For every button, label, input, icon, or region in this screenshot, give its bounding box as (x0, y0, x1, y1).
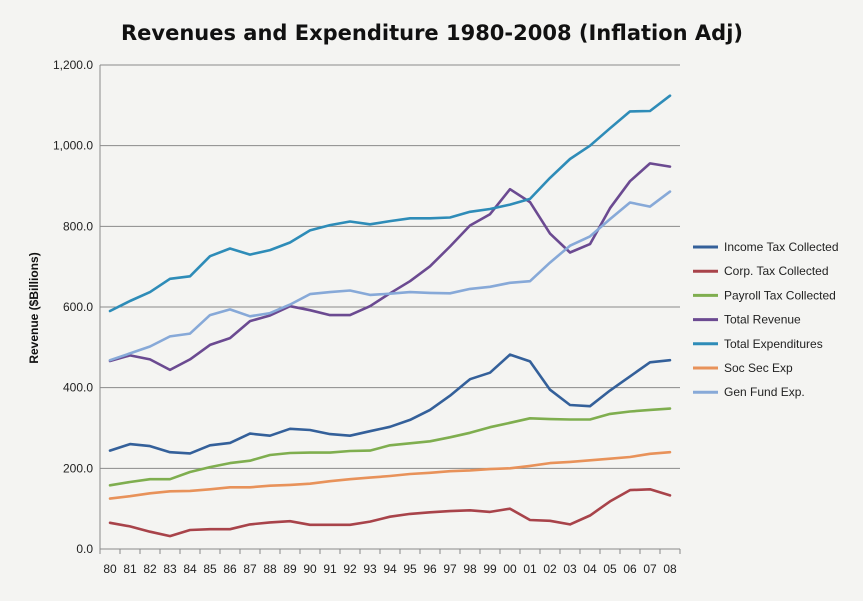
y-tick-label: 200.0 (63, 461, 93, 475)
x-tick-label: 98 (463, 562, 477, 576)
x-tick-label: 95 (403, 562, 417, 576)
x-tick-label: 90 (303, 562, 317, 576)
legend-label-total-expenditures: Total Expenditures (724, 337, 823, 351)
y-tick-label: 400.0 (63, 381, 93, 395)
legend-label-total-revenue: Total Revenue (724, 313, 801, 327)
series-line-total-revenue (108, 162, 672, 372)
y-tick-label: 1,000.0 (53, 139, 93, 153)
legend-label-corp-tax-collected: Corp. Tax Collected (724, 264, 829, 278)
x-tick-label: 81 (123, 562, 137, 576)
x-tick-label: 05 (603, 562, 617, 576)
x-tick-label: 00 (503, 562, 517, 576)
y-tick-label: 0.0 (76, 542, 93, 556)
legend-label-soc-sec-exp: Soc Sec Exp (724, 361, 793, 375)
x-tick-label: 06 (623, 562, 637, 576)
series-line-income-tax-collected (108, 353, 672, 455)
series-line-total-expenditures (108, 94, 672, 313)
y-tick-label: 800.0 (63, 219, 93, 233)
x-tick-label: 84 (183, 562, 197, 576)
x-tick-label: 87 (243, 562, 257, 576)
x-tick-label: 99 (483, 562, 497, 576)
legend: Income Tax Collected Corp. Tax Collected P… (693, 240, 839, 399)
x-tick-label: 01 (523, 562, 537, 576)
x-tick-label: 85 (203, 562, 217, 576)
x-tick-label: 08 (663, 562, 677, 576)
x-tick-label: 07 (643, 562, 657, 576)
gridlines (100, 64, 680, 469)
x-tick-label: 88 (263, 562, 277, 576)
chart-title: Revenues and Expenditure 1980-2008 (Infl… (121, 21, 743, 45)
series-line-soc-sec-exp (108, 450, 672, 500)
y-axis-label: Revenue ($Billions) (27, 252, 41, 363)
series-lines (108, 94, 672, 538)
x-tick-label: 04 (583, 562, 597, 576)
x-tick-label: 92 (343, 562, 357, 576)
x-tick-label: 82 (143, 562, 157, 576)
axes: 0.0 200.0 400.0 600.0 800.0 1,000.0 1,200.0 80 8… (53, 58, 681, 576)
x-tick-label: 93 (363, 562, 377, 576)
y-tick-label: 1,200.0 (53, 58, 93, 72)
legend-label-gen-fund-exp: Gen Fund Exp. (724, 385, 805, 399)
legend-label-payroll-tax-collected: Payroll Tax Collected (724, 288, 836, 302)
series-line-payroll-tax-collected (108, 407, 672, 487)
x-tick-label: 83 (163, 562, 177, 576)
x-tick-label: 89 (283, 562, 297, 576)
legend-label-income-tax-collected: Income Tax Collected (724, 240, 839, 254)
x-tick-label: 97 (443, 562, 457, 576)
x-tick-label: 80 (103, 562, 117, 576)
x-tick-label: 02 (543, 562, 557, 576)
x-tick-label: 96 (423, 562, 437, 576)
x-tick-label: 94 (383, 562, 397, 576)
x-tick-label: 86 (223, 562, 237, 576)
series-line-corp-tax-collected (108, 487, 672, 538)
x-tick-label: 91 (323, 562, 337, 576)
series-line-gen-fund-exp (108, 190, 672, 362)
y-tick-label: 600.0 (63, 300, 93, 314)
x-tick-label: 03 (563, 562, 577, 576)
